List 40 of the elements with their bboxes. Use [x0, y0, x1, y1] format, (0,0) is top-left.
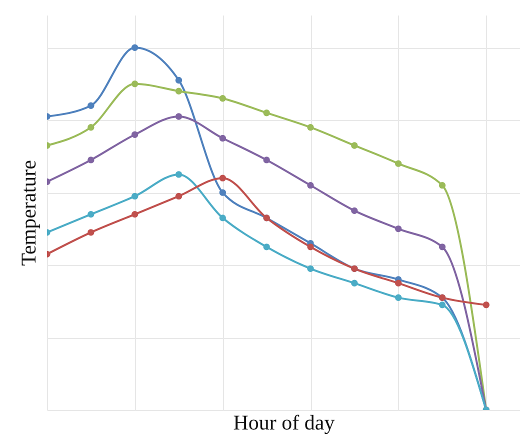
point [263, 156, 270, 164]
point [394, 160, 402, 167]
point [88, 124, 94, 131]
point [131, 131, 138, 138]
point [394, 225, 402, 232]
point [438, 244, 446, 250]
point [263, 244, 270, 250]
point [88, 210, 94, 218]
point [175, 171, 182, 178]
point [219, 134, 226, 142]
point [307, 244, 314, 250]
point [482, 302, 490, 308]
point [307, 265, 314, 272]
point [88, 102, 94, 109]
point [263, 109, 270, 116]
y-axis-title: Temperature [16, 160, 40, 266]
point [219, 95, 226, 102]
point [175, 192, 182, 200]
point [351, 280, 358, 287]
point [307, 124, 314, 131]
point [131, 192, 138, 200]
point [131, 210, 138, 218]
point [175, 76, 182, 84]
point [394, 294, 402, 302]
point [131, 44, 138, 51]
point [438, 182, 446, 189]
point [219, 214, 226, 222]
point [219, 189, 226, 196]
point [131, 80, 138, 88]
point [219, 174, 226, 182]
x-axis-title: Hour of day [233, 410, 336, 434]
point [175, 88, 182, 94]
point [175, 113, 182, 120]
point [351, 207, 358, 214]
point [351, 142, 358, 149]
point [394, 280, 402, 287]
point [307, 182, 314, 189]
point [88, 156, 94, 164]
point [88, 229, 94, 236]
point [438, 302, 446, 308]
